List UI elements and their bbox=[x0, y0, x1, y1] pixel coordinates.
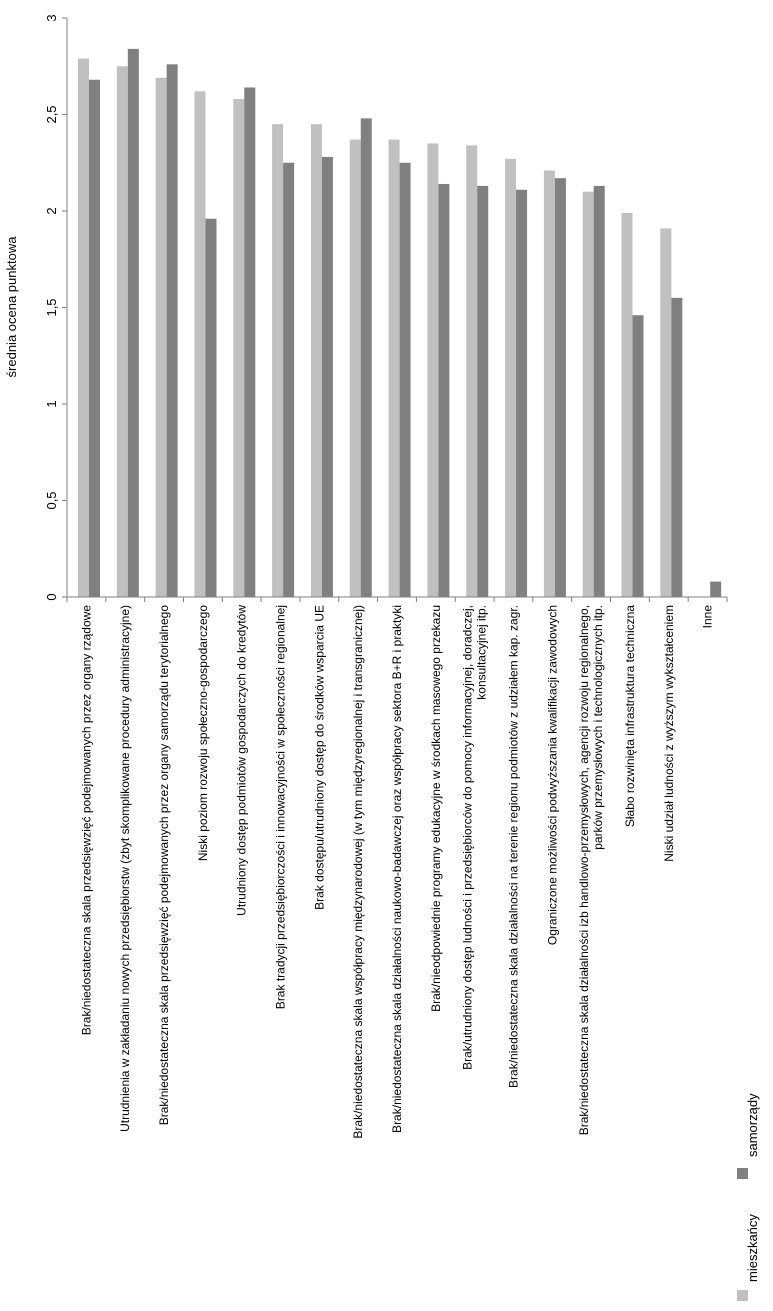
y-tick-label: 2,5 bbox=[44, 105, 59, 123]
bar-samorzady-6 bbox=[321, 156, 333, 597]
bar-mieszkancy-15 bbox=[660, 228, 672, 597]
bar-samorzady-1 bbox=[127, 48, 139, 597]
x-tick-label: Brak tradycji przedsiębiorczości i innow… bbox=[274, 605, 288, 1009]
bar-samorzady-13 bbox=[593, 185, 605, 597]
bar-mieszkancy-9 bbox=[427, 143, 439, 597]
bar-samorzady-12 bbox=[554, 178, 566, 597]
x-tick-label: Niski poziom rozwoju społeczno-gospodarc… bbox=[196, 605, 210, 861]
bars bbox=[78, 48, 722, 598]
y-tick-label: 0,5 bbox=[44, 491, 59, 509]
x-tick-label: Brak/niedostateczna skala działalności i… bbox=[577, 605, 591, 1135]
bar-mieszkancy-4 bbox=[233, 99, 245, 597]
x-tick-label: Słabo rozwinięta infrastruktura technicz… bbox=[623, 605, 637, 827]
bar-mieszkancy-0 bbox=[78, 58, 89, 597]
bar-mieszkancy-14 bbox=[621, 212, 633, 597]
x-tick-label: Utrudnienia w zakładaniu nowych przedsię… bbox=[118, 605, 132, 1132]
bar-samorzady-4 bbox=[244, 87, 256, 597]
bar-mieszkancy-2 bbox=[155, 77, 167, 597]
bar-samorzady-16 bbox=[710, 581, 722, 597]
bar-samorzady-3 bbox=[205, 218, 217, 597]
bar-samorzady-9 bbox=[438, 183, 450, 598]
x-tick-label: Brak/niedostateczna skala działalności n… bbox=[390, 605, 404, 1133]
x-tick-label: Brak/niedostateczna skala przedsięwzięć … bbox=[157, 605, 171, 1126]
legend-swatch-samorzady bbox=[737, 1168, 748, 1179]
y-tick-label: 3 bbox=[44, 14, 59, 21]
y-axis-ticks: 0 0,5 1 1,5 2 2,5 3 bbox=[44, 14, 67, 601]
legend: mieszkańcy samorządy bbox=[737, 1093, 760, 1301]
bar-mieszkancy-11 bbox=[505, 158, 517, 597]
bar-mieszkancy-13 bbox=[582, 191, 594, 597]
bar-samorzady-15 bbox=[671, 297, 683, 597]
bar-samorzady-14 bbox=[632, 315, 644, 597]
x-tick-label: Brak/niedostateczna skala działalności n… bbox=[506, 605, 520, 1088]
legend-label-mieszkancy: mieszkańcy bbox=[745, 1214, 760, 1282]
x-tick-label: parków przemysłowych i technologicznych … bbox=[591, 605, 605, 850]
bar-samorzady-11 bbox=[516, 189, 528, 597]
bar-samorzady-7 bbox=[360, 118, 372, 598]
y-tick-label: 1 bbox=[44, 400, 59, 407]
bar-mieszkancy-10 bbox=[466, 145, 478, 597]
bar-mieszkancy-8 bbox=[388, 139, 400, 597]
y-tick-label: 0 bbox=[44, 593, 59, 600]
x-tick-label: Inne bbox=[701, 605, 715, 629]
y-axis-title: średnia ocena punktowa bbox=[4, 236, 19, 378]
bar-mieszkancy-5 bbox=[272, 124, 284, 598]
x-tick-label: Brak/niedostateczna skala przedsięwzięć … bbox=[79, 605, 93, 1036]
x-tick-label: Brak/nieodpowiednie programy edukacyjne … bbox=[429, 605, 443, 1012]
x-tick-label: Brak/niedostateczna skala współpracy mię… bbox=[351, 605, 365, 1139]
x-tick-label: Niski udział ludności z wyższym wykształ… bbox=[662, 605, 676, 862]
bar-mieszkancy-7 bbox=[349, 139, 361, 597]
bar-samorzady-0 bbox=[89, 79, 100, 597]
bar-mieszkancy-1 bbox=[116, 66, 128, 597]
y-tick-label: 2 bbox=[44, 207, 59, 214]
x-tick-label: konsultacyjnej itp. bbox=[475, 605, 489, 700]
x-tick-label: Brak/utrudniony dostęp ludności i przeds… bbox=[461, 605, 475, 1070]
bar-mieszkancy-6 bbox=[310, 124, 322, 598]
bar-mieszkancy-3 bbox=[194, 91, 206, 597]
bar-samorzady-5 bbox=[283, 162, 295, 597]
y-tick-label: 1,5 bbox=[44, 298, 59, 316]
x-tick-label: Ograniczone możliwości podwyższania kwal… bbox=[545, 605, 559, 945]
bar-mieszkancy-12 bbox=[543, 170, 555, 597]
legend-label-samorzady: samorządy bbox=[745, 1093, 760, 1157]
x-tick-label: Utrudniony dostęp podmiotów gospodarczyc… bbox=[235, 605, 249, 916]
bar-samorzady-2 bbox=[166, 64, 178, 597]
x-tick-label: Brak dostępu/utrudniony dostęp do środkó… bbox=[312, 605, 326, 910]
bar-samorzady-10 bbox=[477, 185, 489, 597]
bar-samorzady-8 bbox=[399, 162, 411, 597]
x-axis-labels: Brak/niedostateczna skala przedsięwzięć … bbox=[66, 597, 728, 1139]
legend-swatch-mieszkancy bbox=[737, 1290, 748, 1301]
